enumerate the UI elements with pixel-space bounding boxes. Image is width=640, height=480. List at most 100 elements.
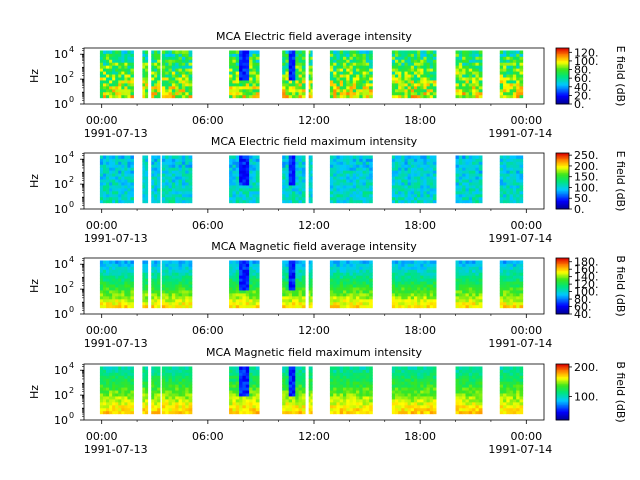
heatmap-cell: [175, 77, 179, 81]
heatmap-cell: [282, 272, 286, 276]
heatmap-cell: [235, 185, 240, 189]
heatmap-cell: [168, 56, 173, 60]
heatmap-cell: [168, 59, 173, 63]
heatmap-cell: [429, 161, 434, 165]
heatmap-cell: [109, 287, 113, 291]
heatmap-cell: [252, 378, 257, 382]
heatmap-cell: [365, 295, 370, 300]
heatmap-cell: [121, 295, 125, 300]
heatmap-cell: [252, 390, 257, 394]
heatmap-cell: [333, 295, 337, 300]
heatmap-cell: [329, 91, 334, 96]
heatmap-cell: [165, 375, 169, 379]
heatmap-cell: [391, 272, 396, 276]
heatmap-cell: [188, 185, 193, 189]
heatmap-cell: [468, 164, 473, 168]
heatmap-cell: [365, 68, 370, 72]
heatmap-cell: [99, 293, 104, 297]
heatmap-cell: [404, 266, 409, 270]
heatmap-cell: [245, 56, 250, 60]
heatmap-cell: [112, 269, 116, 273]
heatmap-cell: [102, 173, 107, 177]
heatmap-cell: [352, 53, 357, 57]
heatmap-cell: [404, 91, 409, 96]
heatmap-cell: [121, 83, 125, 87]
heatmap-cell: [175, 399, 179, 403]
heatmap-cell: [292, 85, 296, 90]
heatmap-cell: [509, 88, 514, 93]
heatmap-cell: [109, 71, 113, 75]
heatmap-cell: [349, 91, 354, 96]
heatmap-cell: [339, 284, 344, 288]
heatmap-cell: [478, 185, 483, 189]
heatmap-cell: [426, 158, 431, 162]
heatmap-cell: [165, 278, 169, 282]
heatmap-cell: [356, 65, 360, 69]
heatmap-cell: [232, 196, 237, 201]
heatmap-cell: [232, 68, 237, 72]
heatmap-cell: [420, 91, 424, 96]
heatmap-cell: [127, 381, 131, 385]
heatmap-cell: [420, 298, 424, 303]
heatmap-cell: [391, 68, 396, 72]
heatmap-cell: [475, 295, 480, 300]
heatmap-cell: [168, 366, 173, 370]
heatmap-cell: [168, 85, 173, 90]
heatmap-cell: [239, 381, 243, 385]
heatmap-cell: [188, 85, 193, 90]
heatmap-cell: [175, 375, 179, 379]
heatmap-cell: [346, 56, 350, 60]
heatmap-cell: [336, 188, 341, 192]
heatmap-cell: [109, 50, 113, 54]
heatmap-cell: [359, 199, 363, 204]
heatmap-cell: [407, 161, 412, 165]
heatmap-cell: [509, 298, 514, 303]
heatmap-cell: [142, 293, 146, 297]
heatmap-cell: [112, 281, 116, 285]
heatmap-cell: [99, 62, 104, 66]
heatmap-cell: [499, 68, 504, 72]
heatmap-cell: [295, 77, 299, 81]
heatmap-cell: [346, 91, 350, 96]
heatmap-cell: [352, 260, 357, 264]
heatmap-cell: [102, 372, 107, 376]
heatmap-cell: [391, 80, 396, 84]
heatmap-cell: [395, 94, 399, 99]
heatmap-cell: [475, 56, 480, 60]
heatmap-cell: [404, 164, 409, 168]
heatmap-cell: [99, 387, 104, 391]
heatmap-cell: [346, 170, 350, 174]
heatmap-cell: [145, 281, 149, 285]
heatmap-cell: [509, 161, 514, 165]
heatmap-cell: [232, 59, 237, 63]
heatmap-cell: [458, 176, 463, 180]
heatmap-cell: [413, 91, 418, 96]
heatmap-cell: [157, 170, 161, 174]
heatmap-cell: [285, 196, 290, 201]
heatmap-cell: [308, 62, 311, 66]
colorbar-segment: [556, 50, 569, 53]
heatmap-cell: [109, 266, 113, 270]
heatmap-cell: [239, 65, 243, 69]
heatmap-cell: [165, 381, 169, 385]
heatmap-cell: [401, 266, 405, 270]
heatmap-cell: [362, 293, 367, 297]
heatmap-cell: [252, 295, 257, 300]
heatmap-cell: [420, 77, 424, 81]
heatmap-cell: [401, 50, 405, 54]
heatmap-cell: [285, 88, 290, 93]
heatmap-cell: [121, 190, 125, 195]
heatmap-cell: [115, 161, 119, 165]
heatmap-cell: [165, 304, 169, 309]
heatmap-cell: [232, 77, 237, 81]
heatmap-cell: [106, 272, 110, 276]
heatmap-cell: [142, 190, 146, 195]
heatmap-cell: [455, 179, 460, 183]
heatmap-cell: [329, 275, 334, 279]
heatmap-cell: [282, 179, 286, 183]
heatmap-cell: [232, 164, 237, 168]
heatmap-cell: [417, 176, 421, 180]
heatmap-cell: [285, 155, 290, 159]
heatmap-cell: [112, 83, 116, 87]
heatmap-cell: [252, 188, 257, 192]
